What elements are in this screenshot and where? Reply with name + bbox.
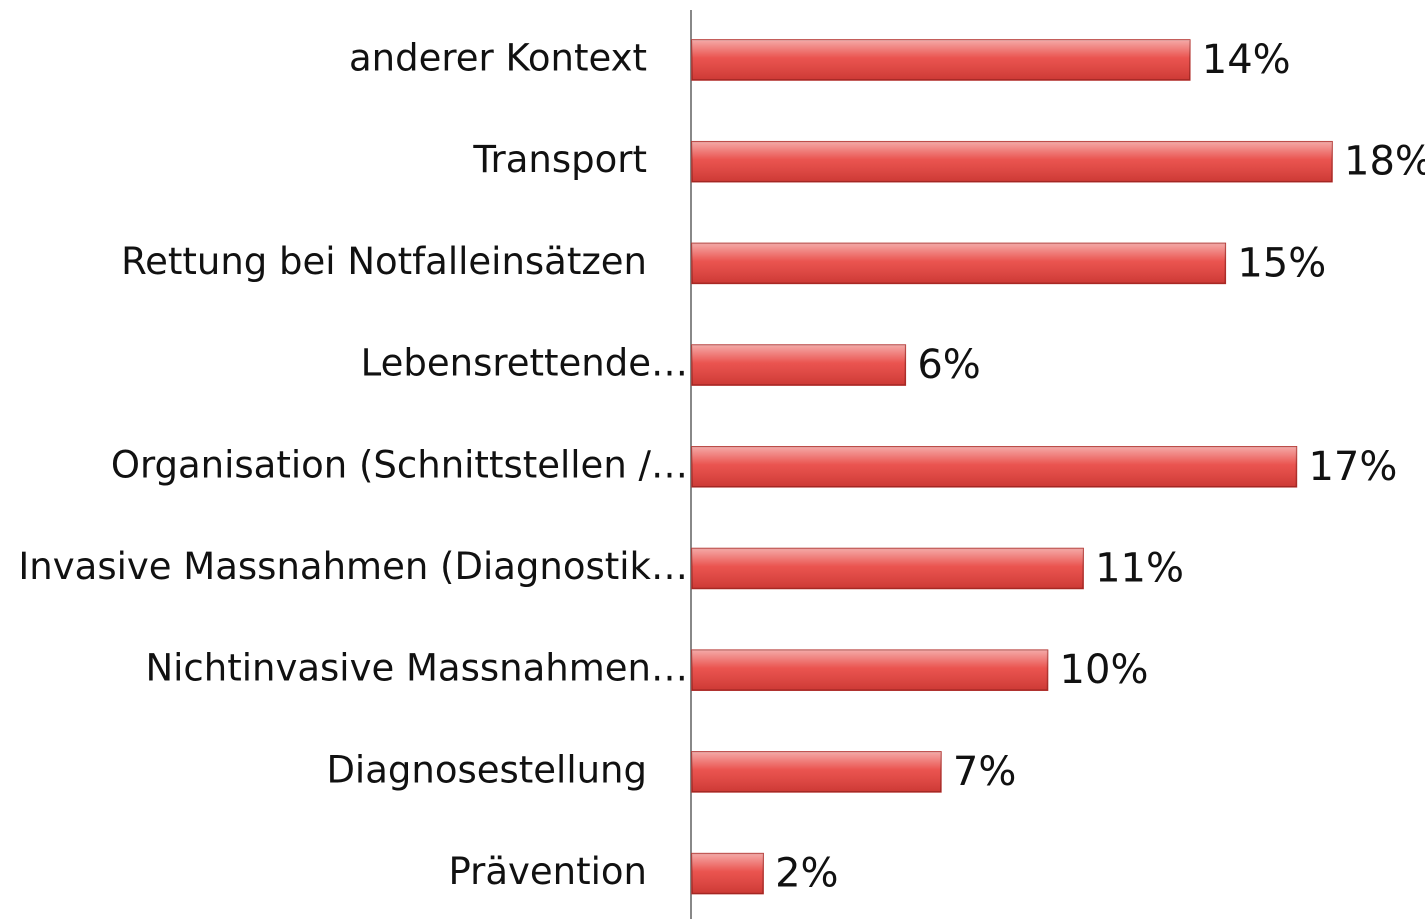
- bar-highlight: [692, 548, 1084, 589]
- value-label: 7%: [953, 749, 1016, 795]
- bar-highlight: [692, 650, 1048, 691]
- bar-highlight: [692, 243, 1226, 284]
- bar-highlight: [692, 141, 1332, 182]
- value-label: 18%: [1344, 139, 1425, 185]
- value-label: 15%: [1237, 240, 1326, 286]
- bar-highlight: [692, 853, 764, 894]
- value-label: 14%: [1202, 37, 1291, 83]
- category-label: Prävention: [448, 850, 647, 893]
- bar-highlight: [692, 40, 1190, 80]
- bar-highlight: [692, 446, 1297, 487]
- category-label: Invasive Massnahmen (Diagnostik…: [18, 545, 688, 588]
- value-label: 6%: [917, 342, 980, 388]
- category-label: Nichtinvasive Massnahmen…: [145, 647, 688, 690]
- bar-highlight: [692, 751, 941, 792]
- category-label: Organisation (Schnittstellen /…: [111, 443, 688, 486]
- value-label: 10%: [1060, 647, 1149, 693]
- value-label: 17%: [1308, 444, 1397, 490]
- category-label: Rettung bei Notfalleinsätzen: [121, 240, 647, 283]
- category-label: Diagnosestellung: [326, 748, 647, 791]
- bar-highlight: [692, 345, 906, 386]
- value-label: 2%: [775, 851, 838, 897]
- category-label: anderer Kontext: [349, 37, 647, 80]
- value-label: 11%: [1095, 546, 1184, 592]
- category-label: Lebensrettende…: [361, 342, 688, 385]
- category-label: Transport: [472, 138, 647, 181]
